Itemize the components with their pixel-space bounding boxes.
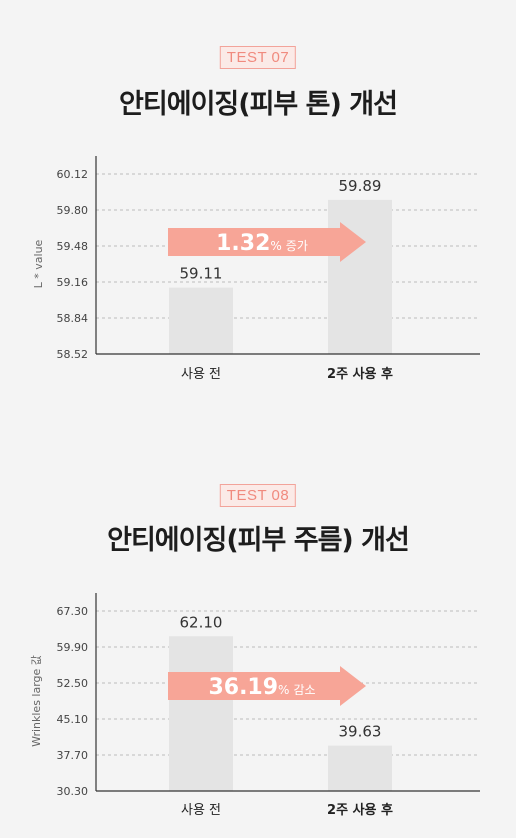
change-arrow [168,666,366,706]
y-tick-label: 59.16 [57,276,89,289]
change-annotation: 36.19% 감소 [208,675,315,700]
bar-value-label: 59.89 [339,177,382,195]
bar [169,636,233,791]
bar-chart-skin-tone: 60.12 59.80 59.48 59.16 58.84 58.52 59.11 사용 전 5… [32,156,480,382]
y-tick-label: 59.48 [57,240,89,253]
change-unit: % [278,683,289,697]
test-badge: TEST 07 [219,46,297,69]
change-annotation: 1.32% 증가 [216,231,308,256]
y-axis-label: Wrinkles large 값 [30,655,43,747]
test-badge: TEST 08 [219,484,297,507]
y-tick-label: 45.10 [57,713,89,726]
bar [169,287,233,354]
change-arrow [168,222,366,262]
bar-value-label: 39.63 [339,723,382,741]
bar-value-label: 62.10 [180,613,223,631]
bar-chart-wrinkles: 67.30 59.90 52.50 45.10 37.70 30.30 62.10 사용 전 3… [30,593,480,818]
y-tick-label: 37.70 [57,749,89,762]
change-label: 감소 [293,683,315,697]
x-category-label: 사용 전 [181,803,221,818]
bar-value-label: 59.11 [180,265,223,283]
y-tick-label: 30.30 [57,785,89,798]
change-value: 36.19 [208,675,278,700]
y-axis-label: L * value [32,239,45,288]
y-tick-label: 60.12 [57,168,89,181]
x-category-label: 2주 사용 후 [327,366,393,382]
change-value: 1.32 [216,231,270,256]
section-title: 안티에이징(피부 주름) 개선 [107,525,410,556]
bar [328,199,392,354]
change-label: 증가 [286,239,308,253]
y-tick-label: 52.50 [57,677,89,690]
x-category-label: 2주 사용 후 [327,802,393,818]
y-tick-label: 58.52 [57,348,89,361]
section-title: 안티에이징(피부 톤) 개선 [119,89,398,120]
y-tick-label: 59.80 [57,204,89,217]
y-tick-label: 58.84 [57,312,89,325]
x-category-label: 사용 전 [181,367,221,382]
bar [328,745,392,791]
change-unit: % [270,239,281,253]
y-tick-label: 67.30 [57,605,89,618]
y-tick-label: 59.90 [57,641,89,654]
